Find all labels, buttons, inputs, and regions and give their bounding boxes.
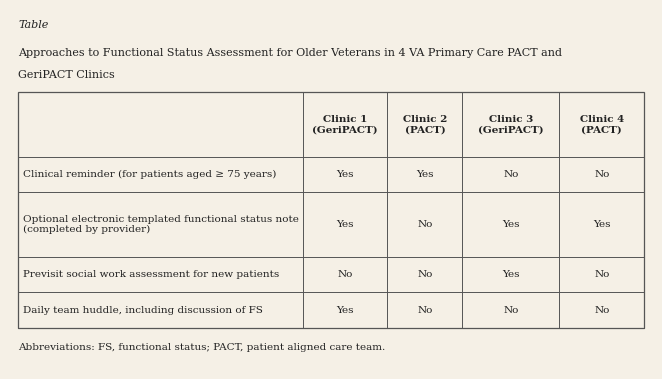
Text: No: No bbox=[503, 305, 518, 315]
Text: No: No bbox=[594, 305, 610, 315]
Text: Clinical reminder (for patients aged ≥ 75 years): Clinical reminder (for patients aged ≥ 7… bbox=[23, 170, 277, 179]
Text: Clinic 2
(PACT): Clinic 2 (PACT) bbox=[402, 115, 447, 134]
Text: Yes: Yes bbox=[336, 170, 354, 179]
Text: Yes: Yes bbox=[502, 270, 520, 279]
Text: No: No bbox=[417, 270, 432, 279]
Text: No: No bbox=[594, 270, 610, 279]
Text: Table: Table bbox=[18, 20, 48, 30]
Text: Yes: Yes bbox=[593, 220, 610, 229]
Text: No: No bbox=[503, 170, 518, 179]
Text: Yes: Yes bbox=[502, 220, 520, 229]
Text: Approaches to Functional Status Assessment for Older Veterans in 4 VA Primary Ca: Approaches to Functional Status Assessme… bbox=[18, 48, 562, 58]
Text: Yes: Yes bbox=[336, 305, 354, 315]
Text: Optional electronic templated functional status note
(completed by provider): Optional electronic templated functional… bbox=[23, 215, 299, 235]
Text: Yes: Yes bbox=[416, 170, 434, 179]
Text: No: No bbox=[417, 305, 432, 315]
Text: Daily team huddle, including discussion of FS: Daily team huddle, including discussion … bbox=[23, 305, 263, 315]
Text: No: No bbox=[417, 220, 432, 229]
Text: Clinic 4
(PACT): Clinic 4 (PACT) bbox=[580, 115, 624, 134]
Text: GeriPACT Clinics: GeriPACT Clinics bbox=[18, 70, 115, 80]
Text: Previsit social work assessment for new patients: Previsit social work assessment for new … bbox=[23, 270, 279, 279]
Text: Clinic 1
(GeriPACT): Clinic 1 (GeriPACT) bbox=[312, 115, 378, 134]
Text: Abbreviations: FS, functional status; PACT, patient aligned care team.: Abbreviations: FS, functional status; PA… bbox=[18, 343, 385, 352]
Text: No: No bbox=[338, 270, 353, 279]
Text: Clinic 3
(GeriPACT): Clinic 3 (GeriPACT) bbox=[478, 115, 544, 134]
Text: Yes: Yes bbox=[336, 220, 354, 229]
Text: No: No bbox=[594, 170, 610, 179]
